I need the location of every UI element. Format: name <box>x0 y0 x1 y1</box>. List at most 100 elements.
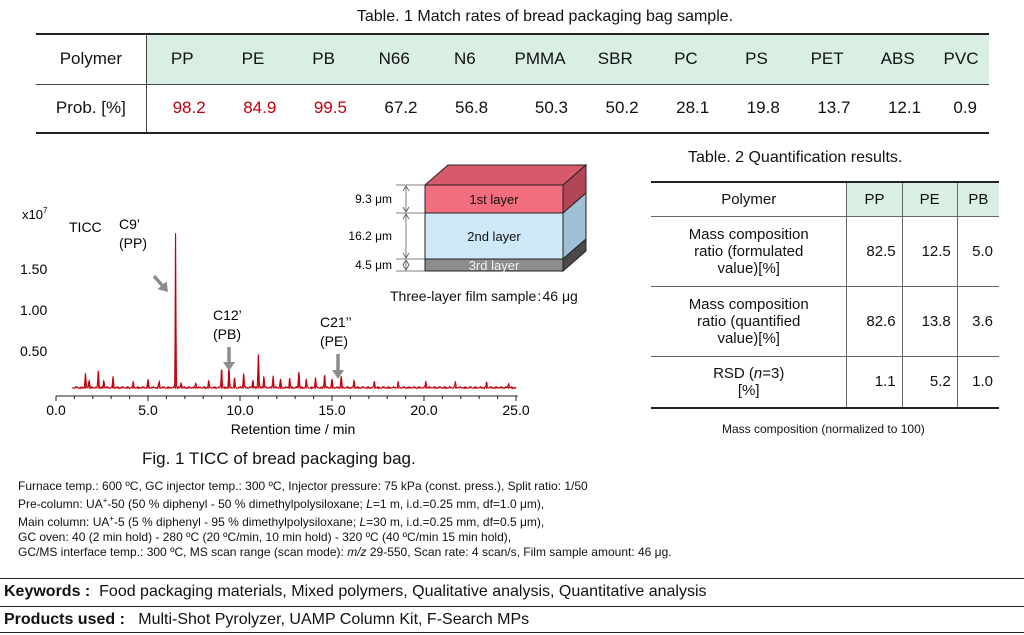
table2-header-pp: PP <box>846 182 903 216</box>
table1-polymer-header: N66 <box>358 34 430 84</box>
film-top-face <box>423 164 588 186</box>
table1-polymer-header: SBR <box>579 34 651 84</box>
table1-prob-cell: 28.1 <box>676 98 710 118</box>
table1-polymer-header: PS <box>721 34 792 84</box>
conditions-line: Main column: UA+-5 (5 % diphenyl - 95 % … <box>18 513 545 529</box>
annotation-arrowhead <box>223 362 235 371</box>
table1-prob-cell: 50.2 <box>605 98 639 118</box>
x-axis-label: Retention time / min <box>231 421 356 437</box>
three-layer-film-diagram: 1st layer 2nd layer 3rd layer 9.3 μm 16.2 μm… <box>348 163 588 273</box>
table2-row-label: Mass composition ratio (formulated value… <box>688 225 809 277</box>
annotation-label: C12’ <box>213 307 242 323</box>
figure1-caption: Fig. 1 TICC of bread packaging bag. <box>142 449 416 468</box>
film-layer-name: 3rd layer <box>469 258 520 273</box>
y-multiplier-base: x10 <box>22 207 43 222</box>
table1-polymer-header: PMMA <box>500 34 580 84</box>
table2-cell: 5.0 <box>956 216 999 286</box>
annotation-label: C21’’ <box>320 314 352 330</box>
ticc-chart: 0.0 5.0 10.0 15.0 20.0 25.0 Retention time / m… <box>20 206 530 437</box>
film-layer-name: 2nd layer <box>467 229 521 244</box>
x-tick-label: 0.0 <box>46 402 66 418</box>
table2-cell: 82.6 <box>846 286 903 356</box>
table2-header-polymer: Polymer <box>651 182 847 216</box>
table2-header-pb: PB <box>956 182 999 216</box>
x-tick-label: 5.0 <box>138 402 158 418</box>
table1-prob-cell: 50.3 <box>534 98 568 118</box>
products-band: Products used : Multi-Shot Pyrolyzer, UA… <box>0 606 1024 633</box>
table1-prob-cell: 13.7 <box>817 98 851 118</box>
conditions-line: Furnace temp.: 600 ºC, GC injector temp.… <box>18 479 588 493</box>
y-tick-label: 1.00 <box>20 302 47 318</box>
table1-polymer-header: ABS <box>862 34 934 84</box>
table2-cell: 12.5 <box>901 216 958 286</box>
dimension-arrow <box>402 213 410 220</box>
layer-thickness: 9.3 μm <box>355 192 392 206</box>
film-layer-3 <box>424 258 564 272</box>
products-label: Products used : <box>4 611 125 628</box>
dimension-arrow <box>402 206 410 213</box>
table1-prob-cell: 98.2 <box>172 98 206 118</box>
annotation-arrow <box>152 274 164 287</box>
quantification-table: Polymer PP PE PB Mass composition ratio … <box>651 181 999 409</box>
table1-polymer-header: PE <box>217 34 289 84</box>
keywords-text: Food packaging materials, Mixed polymers… <box>99 583 707 600</box>
table2-cell: 1.1 <box>846 356 903 408</box>
y-tick-label: 1.50 <box>20 261 47 277</box>
keywords-label: Keywords : <box>4 583 91 600</box>
table2-note: Mass composition (normalized to 100) <box>722 422 925 436</box>
conditions-line: GC/MS interface temp.: 300 ºC, MS scan r… <box>18 544 672 559</box>
table1-caption: Table. 1 Match rates of bread packaging … <box>356 8 734 25</box>
annotation-label: (PP) <box>119 235 147 251</box>
table1-polymer-header: PVC <box>933 34 989 84</box>
film-caption: Three-layer film sample : 46 μg <box>390 288 578 304</box>
table1-polymer-header: PET <box>791 34 863 84</box>
table2-cell: 5.2 <box>901 356 958 408</box>
film-layer-1 <box>424 184 564 214</box>
annotation-label: C9’ <box>119 216 140 232</box>
table1-polymer-header: PB <box>288 34 359 84</box>
products-text: Multi-Shot Pyrolyzer, UAMP Column Kit, F… <box>138 611 530 628</box>
table1-prob-cell: 0.9 <box>953 98 977 118</box>
x-tick-label: 15.0 <box>318 402 345 418</box>
table2-cell: 13.8 <box>901 286 958 356</box>
table1-row-label: Prob. [%] <box>36 84 147 133</box>
dimension-arrow <box>402 185 410 192</box>
conditions-line: Pre-column: UA+-50 (50 % diphenyl - 50 %… <box>18 495 545 511</box>
film-layer-name: 1st layer <box>469 192 519 207</box>
y-multiplier-exp: 7 <box>43 206 48 215</box>
annotation-label: (PB) <box>213 326 241 342</box>
layer-thickness: 4.5 μm <box>355 258 392 272</box>
table2-header-pe: PE <box>901 182 958 216</box>
table2-row-label: Mass composition ratio (quantified value… <box>688 295 809 347</box>
table1-row-header: Polymer <box>36 34 147 84</box>
annotation-label: (PE) <box>320 333 348 349</box>
ticc-trace <box>72 233 517 390</box>
y-multiplier: x107 <box>22 206 48 222</box>
table2-cell: 1.0 <box>956 356 999 408</box>
table1-prob-cell: 56.8 <box>455 98 489 118</box>
table1-prob-cell: 67.2 <box>384 98 418 118</box>
dimension-arrow <box>402 264 410 271</box>
table1-prob-cell: 19.8 <box>746 98 780 118</box>
table1-prob-cell: 12.1 <box>887 98 922 118</box>
dimension-arrow <box>402 252 410 259</box>
trace-label: TICC <box>69 219 102 235</box>
table1-polymer-header: PC <box>650 34 722 84</box>
table2-cell: 3.6 <box>956 286 999 356</box>
table1-polymer-header: PP <box>146 34 218 84</box>
annotation-arrowhead <box>157 281 168 292</box>
annotation-arrowhead <box>332 370 344 379</box>
x-tick-label: 20.0 <box>410 402 437 418</box>
table2-caption: Table. 2 Quantification results. <box>688 149 903 166</box>
table1-prob-cell: 84.9 <box>243 98 277 118</box>
match-rate-table: Polymer PP PE PB N66 N6 PMMA SBR PC PS PET ABS PVC … <box>36 33 989 134</box>
x-tick-label: 10.0 <box>226 402 253 418</box>
conditions-line: GC oven: 40 (2 min hold) - 280 ºC (20 ºC… <box>18 529 512 544</box>
keywords-band: Keywords : Food packaging materials, Mix… <box>0 578 1024 605</box>
film-layer-2 <box>424 212 564 260</box>
layer-thickness: 16.2 μm <box>348 229 392 243</box>
table2-cell: 82.5 <box>846 216 903 286</box>
analytical-conditions: Furnace temp.: 600 ºC, GC injector temp.… <box>18 479 672 560</box>
table2-row-label: RSD (n=3) [%] <box>713 364 785 399</box>
y-tick-label: 0.50 <box>20 343 47 359</box>
